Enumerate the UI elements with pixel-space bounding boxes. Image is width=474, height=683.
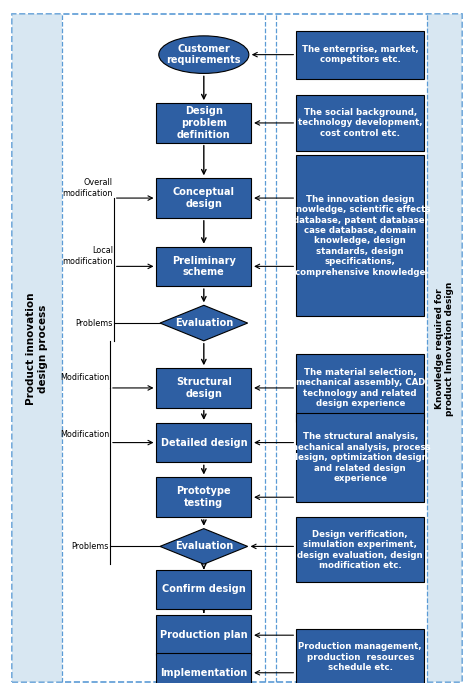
Text: Problems: Problems (72, 542, 109, 551)
Text: Implementation: Implementation (160, 668, 247, 678)
FancyBboxPatch shape (156, 477, 251, 517)
FancyBboxPatch shape (156, 103, 251, 143)
Text: Production management,
production  resources
schedule etc.: Production management, production resour… (299, 642, 422, 672)
FancyBboxPatch shape (156, 570, 251, 609)
FancyBboxPatch shape (156, 653, 251, 683)
Text: Product innovation
design process: Product innovation design process (26, 292, 47, 404)
Text: Evaluation: Evaluation (175, 318, 233, 328)
Text: Evaluation: Evaluation (175, 542, 233, 551)
Text: Design verification,
simulation experiment,
design evaluation, design
modificati: Design verification, simulation experime… (297, 530, 423, 570)
FancyBboxPatch shape (296, 95, 424, 151)
Ellipse shape (159, 36, 249, 74)
Text: The innovation design
knowledge, scientific effects
database, patent database,
c: The innovation design knowledge, scienti… (290, 195, 430, 277)
FancyBboxPatch shape (156, 423, 251, 462)
Text: Production plan: Production plan (160, 630, 247, 640)
Text: Knowledge required for
product Innovation design: Knowledge required for product Innovatio… (435, 281, 454, 415)
Text: Detailed design: Detailed design (161, 438, 247, 447)
Text: The social background,
technology development,
cost control etc.: The social background, technology develo… (298, 108, 422, 138)
Text: Structural
design: Structural design (176, 377, 232, 399)
Text: Confirm design: Confirm design (162, 585, 246, 594)
FancyBboxPatch shape (296, 31, 424, 79)
Text: Local
modification: Local modification (63, 247, 113, 266)
FancyBboxPatch shape (296, 354, 424, 422)
Text: The structural analysis,
mechanical analysis, process
design, optimization desig: The structural analysis, mechanical anal… (290, 432, 431, 483)
Text: Customer
requirements: Customer requirements (166, 44, 241, 66)
Text: Conceptual
design: Conceptual design (173, 187, 235, 209)
FancyBboxPatch shape (427, 14, 462, 682)
Polygon shape (160, 529, 247, 564)
Text: The enterprise, market,
competitors etc.: The enterprise, market, competitors etc. (302, 45, 419, 64)
FancyBboxPatch shape (296, 155, 424, 316)
FancyBboxPatch shape (156, 247, 251, 286)
Text: Overall
modification: Overall modification (63, 178, 113, 197)
FancyBboxPatch shape (296, 518, 424, 582)
Text: Modification: Modification (60, 430, 109, 439)
Text: Prototype
testing: Prototype testing (176, 486, 231, 508)
FancyBboxPatch shape (296, 413, 424, 502)
FancyBboxPatch shape (156, 368, 251, 408)
Polygon shape (160, 305, 247, 341)
FancyBboxPatch shape (12, 14, 62, 682)
Text: Preliminary
scheme: Preliminary scheme (172, 255, 236, 277)
Text: Problems: Problems (75, 318, 113, 328)
FancyBboxPatch shape (156, 615, 251, 655)
FancyBboxPatch shape (156, 178, 251, 218)
FancyBboxPatch shape (296, 629, 424, 683)
Text: Modification: Modification (60, 373, 109, 382)
Text: Design
problem
definition: Design problem definition (177, 107, 231, 139)
Text: The material selection,
mechanical assembly, CAD
technology and related
design e: The material selection, mechanical assem… (296, 368, 425, 408)
